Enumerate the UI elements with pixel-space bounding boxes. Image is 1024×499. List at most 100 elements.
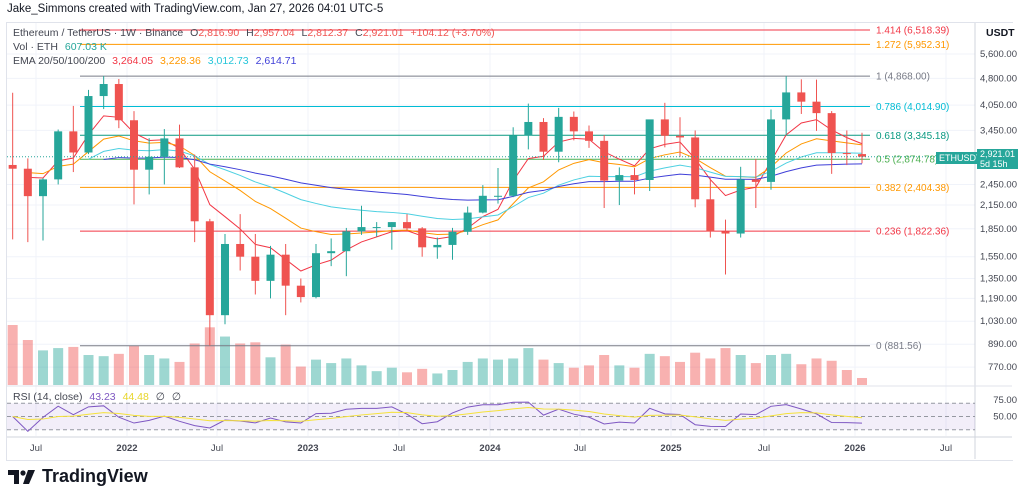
volume-bar bbox=[326, 363, 337, 385]
x-tick-label: 2023 bbox=[297, 443, 318, 454]
tradingview-logo[interactable]: TradingView bbox=[8, 466, 148, 487]
y-tick-label: 1,550.00 bbox=[980, 252, 1017, 263]
candle-body bbox=[205, 221, 214, 316]
volume-bar bbox=[841, 370, 852, 385]
last-price-tag: 2,921.01 5d 15h bbox=[977, 149, 1018, 169]
candle-body bbox=[327, 251, 336, 254]
volume-bar bbox=[189, 343, 200, 385]
volume-bar bbox=[568, 367, 579, 385]
y-tick-label: 4,800.00 bbox=[980, 73, 1017, 84]
fib-level-label: 0.618 (3,345.18) bbox=[876, 131, 949, 142]
volume-bar bbox=[599, 355, 610, 385]
candle-body bbox=[524, 121, 533, 136]
candle-body bbox=[448, 231, 457, 245]
volume-bar bbox=[204, 327, 215, 385]
candle-body bbox=[8, 164, 17, 169]
open-label: O bbox=[190, 27, 199, 39]
candle-body bbox=[615, 175, 624, 181]
change-value: +104.12 (+3.70%) bbox=[410, 27, 495, 39]
volume-bar bbox=[341, 358, 352, 385]
candle-body bbox=[160, 138, 169, 157]
rsi-label[interactable]: RSI (14, close) bbox=[13, 391, 83, 403]
volume-bar bbox=[766, 355, 776, 385]
candle-body bbox=[266, 254, 275, 281]
volume-bar bbox=[295, 366, 306, 385]
fib-level-label: 0 (881.56) bbox=[876, 341, 922, 352]
candle-body bbox=[585, 131, 593, 141]
y-tick-label: 1,350.00 bbox=[980, 273, 1017, 284]
bar-countdown: 5d 15h bbox=[980, 159, 1008, 169]
low-label: L bbox=[301, 27, 308, 39]
candle-body bbox=[569, 116, 578, 132]
ema200-value: 2,614.71 bbox=[255, 55, 297, 67]
volume-bar bbox=[432, 373, 443, 385]
volume-bar bbox=[508, 358, 519, 385]
ema-legend: EMA 20/50/100/200 3,264.05 3,228.36 3,01… bbox=[13, 55, 300, 67]
x-tick-label: 2025 bbox=[660, 443, 682, 454]
volume-bar bbox=[720, 348, 731, 385]
candle-body bbox=[296, 285, 305, 298]
candle-body bbox=[221, 243, 229, 316]
close-value: 2,921.01 bbox=[362, 27, 404, 39]
candle-body bbox=[812, 101, 821, 114]
fib-level-label: 1.272 (5,952.31) bbox=[876, 40, 949, 51]
volume-bar bbox=[462, 361, 473, 385]
rsi-na-1: ∅ bbox=[155, 391, 165, 403]
y-tick-label: 5,600.00 bbox=[980, 49, 1017, 60]
high-label: H bbox=[246, 27, 254, 39]
volume-bar bbox=[402, 372, 412, 385]
volume-bar bbox=[857, 377, 867, 385]
candle-body bbox=[114, 84, 123, 121]
candle-body bbox=[403, 222, 411, 229]
currency-label[interactable]: USDT bbox=[986, 27, 1015, 39]
volume-bar bbox=[629, 367, 640, 385]
volume-bar bbox=[614, 365, 625, 385]
symbol-legend: Ethereum / TetherUS · 1W · Binance O2,81… bbox=[13, 27, 499, 39]
candle-body bbox=[145, 156, 154, 170]
y-tick-label: 1,030.00 bbox=[980, 316, 1017, 327]
volume-bar bbox=[7, 325, 18, 385]
candle-body bbox=[554, 116, 563, 152]
candle-body bbox=[600, 140, 609, 181]
volume-bar bbox=[735, 355, 746, 385]
fib-level-label: 0.236 (1,822.36) bbox=[876, 227, 949, 238]
rsi-legend: RSI (14, close) 43.23 44.48 ∅ ∅ bbox=[13, 391, 185, 403]
logo-text: TradingView bbox=[42, 466, 148, 486]
candle-body bbox=[342, 231, 351, 252]
volume-bar bbox=[265, 357, 276, 385]
x-tick-label: Jul bbox=[758, 443, 770, 454]
candle-body bbox=[236, 243, 245, 257]
candle-body bbox=[478, 195, 487, 213]
volume-bar bbox=[129, 345, 139, 385]
fib-level-label: 0.5 (2,874.78) bbox=[876, 155, 938, 166]
volume-bar bbox=[68, 346, 79, 385]
symbol-name[interactable]: Ethereum / TetherUS · 1W · Binance bbox=[13, 27, 184, 39]
volume-bar bbox=[113, 353, 124, 385]
rsi-tick-label: 75.00 bbox=[993, 395, 1017, 406]
last-price: 2,921.01 bbox=[980, 149, 1016, 159]
volume-bar bbox=[280, 344, 291, 385]
candle-body bbox=[175, 138, 184, 168]
rsi-ma-line bbox=[12, 407, 863, 422]
volume-bar bbox=[174, 361, 185, 385]
x-tick-label: 2022 bbox=[116, 443, 137, 454]
rsi-line bbox=[12, 401, 863, 433]
volume-bar bbox=[417, 368, 428, 385]
volume-bar bbox=[477, 358, 488, 385]
y-tick-label: 2,450.00 bbox=[980, 179, 1017, 190]
symbol-price-tag: ETHUSDT bbox=[936, 152, 985, 164]
volume-bar bbox=[523, 348, 534, 385]
candle-body bbox=[706, 199, 715, 232]
ema-label[interactable]: EMA 20/50/100/200 bbox=[13, 55, 106, 67]
candle-body bbox=[539, 121, 548, 152]
volume-bar bbox=[159, 358, 170, 385]
volume-bar bbox=[705, 358, 716, 385]
candle-body bbox=[372, 227, 381, 229]
volume-bar bbox=[796, 364, 807, 385]
volume-bar bbox=[53, 348, 64, 385]
candle-body bbox=[39, 179, 47, 197]
candle-body bbox=[433, 244, 442, 248]
volume-label[interactable]: Vol · ETH bbox=[13, 41, 58, 53]
candle-body bbox=[842, 153, 851, 155]
